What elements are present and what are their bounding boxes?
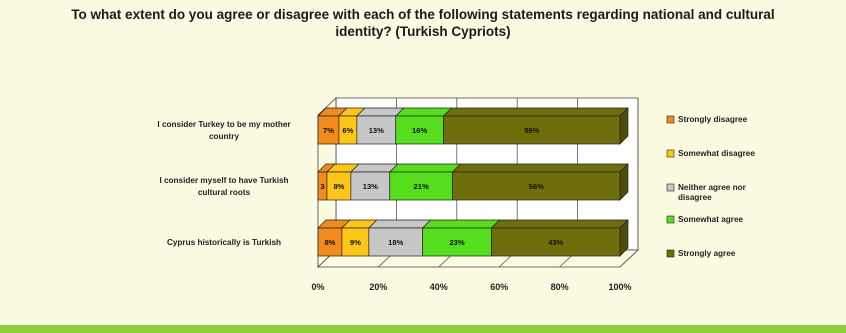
category-label-line: Cyprus historically is Turkish: [167, 238, 281, 247]
bar-segment: 18%: [367, 219, 432, 257]
bar-top-face: [421, 219, 501, 229]
legend-label-line: Somewhat disagree: [678, 149, 755, 158]
stacked-bar-chart: 0% 20% 40% 60% 80% 100% 7% 6% 13% 16% 59% I conside…: [157, 97, 755, 292]
category-label: I consider Turkey to be my mother country: [157, 120, 291, 141]
legend-label-line: Somewhat agree: [678, 215, 744, 224]
legend-swatch: [666, 149, 675, 158]
bar-side-face: [619, 219, 629, 257]
bar-front-face: [341, 227, 370, 257]
legend-swatch: [666, 115, 675, 124]
legend-item: Strongly agree: [666, 249, 736, 258]
bar-segment: 59%: [442, 107, 629, 145]
bar-segment: 43%: [490, 219, 629, 257]
bar-front-face: [395, 115, 444, 145]
data-label: 16%: [412, 126, 427, 135]
chart-title: To what extent do you agree or disagree …: [71, 7, 775, 39]
x-tick-label: 0%: [311, 282, 324, 292]
bar-segment: 8%: [317, 219, 351, 257]
x-tick-label: 40%: [430, 282, 448, 292]
bar-top-face: [367, 219, 432, 229]
legend-label-line: disagree: [678, 193, 712, 202]
data-label: 18%: [388, 238, 403, 247]
category-label-line: I consider Turkey to be my mother: [157, 120, 291, 129]
bar-segment: 56%: [451, 163, 629, 201]
bar-segment: 13%: [356, 107, 405, 145]
data-label: 7%: [323, 126, 334, 135]
bar-top-face: [442, 107, 629, 117]
bar-front-face: [356, 115, 397, 145]
data-label: 23%: [449, 238, 464, 247]
data-label: 6%: [342, 126, 353, 135]
legend-label: Neither agree nor disagree: [678, 183, 747, 202]
data-label: 8%: [333, 182, 344, 191]
category-label-line: country: [209, 132, 239, 141]
data-label: 59%: [524, 126, 539, 135]
category-label-line: cultural roots: [198, 188, 251, 197]
bar-front-face: [443, 115, 621, 145]
bar-segment: 9%: [341, 219, 378, 257]
bar-side-face: [619, 163, 629, 201]
x-tick-label: 100%: [608, 282, 631, 292]
legend-item: Somewhat agree: [666, 215, 744, 224]
data-label: 21%: [414, 182, 429, 191]
bar-segment: 16%: [394, 107, 453, 145]
bar-front-face: [389, 171, 453, 201]
legend-swatch: [666, 215, 675, 224]
bar-side-face: [619, 107, 629, 145]
data-label: 8%: [324, 238, 335, 247]
data-label: 9%: [350, 238, 361, 247]
bar-top-face: [451, 163, 629, 173]
bar-segment: 8%: [326, 163, 360, 201]
category-label-line: I consider myself to have Turkish: [159, 176, 288, 185]
bar-segment: 7%: [317, 107, 348, 145]
category-label: Cyprus historically is Turkish: [167, 238, 281, 247]
x-tick-label: 80%: [551, 282, 569, 292]
data-label: 3: [320, 182, 324, 191]
bar-top-face: [490, 219, 629, 229]
bar-top-face: [394, 107, 453, 117]
footer-bar: [0, 325, 846, 333]
legend-label-line: Strongly agree: [678, 249, 736, 258]
bar-front-face: [422, 227, 492, 257]
legend-label: Somewhat agree: [678, 215, 744, 224]
legend-item: Neither agree nor disagree: [666, 183, 747, 202]
x-tick-label: 60%: [490, 282, 508, 292]
legend-label: Strongly agree: [678, 249, 736, 258]
data-label: 13%: [363, 182, 378, 191]
legend-label-line: Neither agree nor: [678, 183, 747, 192]
x-tick-label: 20%: [369, 282, 387, 292]
legend-label: Strongly disagree: [678, 115, 748, 124]
legend-item: Strongly disagree: [666, 115, 748, 124]
gridline-floor: [619, 249, 639, 268]
legend-swatch: [666, 249, 675, 258]
bar-front-face: [491, 227, 621, 257]
bar-segment: 21%: [388, 163, 462, 201]
legend-label: Somewhat disagree: [678, 149, 755, 158]
legend-swatch: [666, 183, 675, 192]
bar-top-face: [388, 163, 462, 173]
data-label: 43%: [548, 238, 563, 247]
bar-front-face: [452, 171, 621, 201]
legend-item: Somewhat disagree: [666, 149, 755, 158]
data-label: 56%: [529, 182, 544, 191]
legend-label-line: Strongly disagree: [678, 115, 748, 124]
data-label: 13%: [369, 126, 384, 135]
category-label: I consider myself to have Turkish cultura…: [159, 176, 288, 197]
bar-front-face: [368, 227, 424, 257]
bar-segment: 23%: [421, 219, 501, 257]
